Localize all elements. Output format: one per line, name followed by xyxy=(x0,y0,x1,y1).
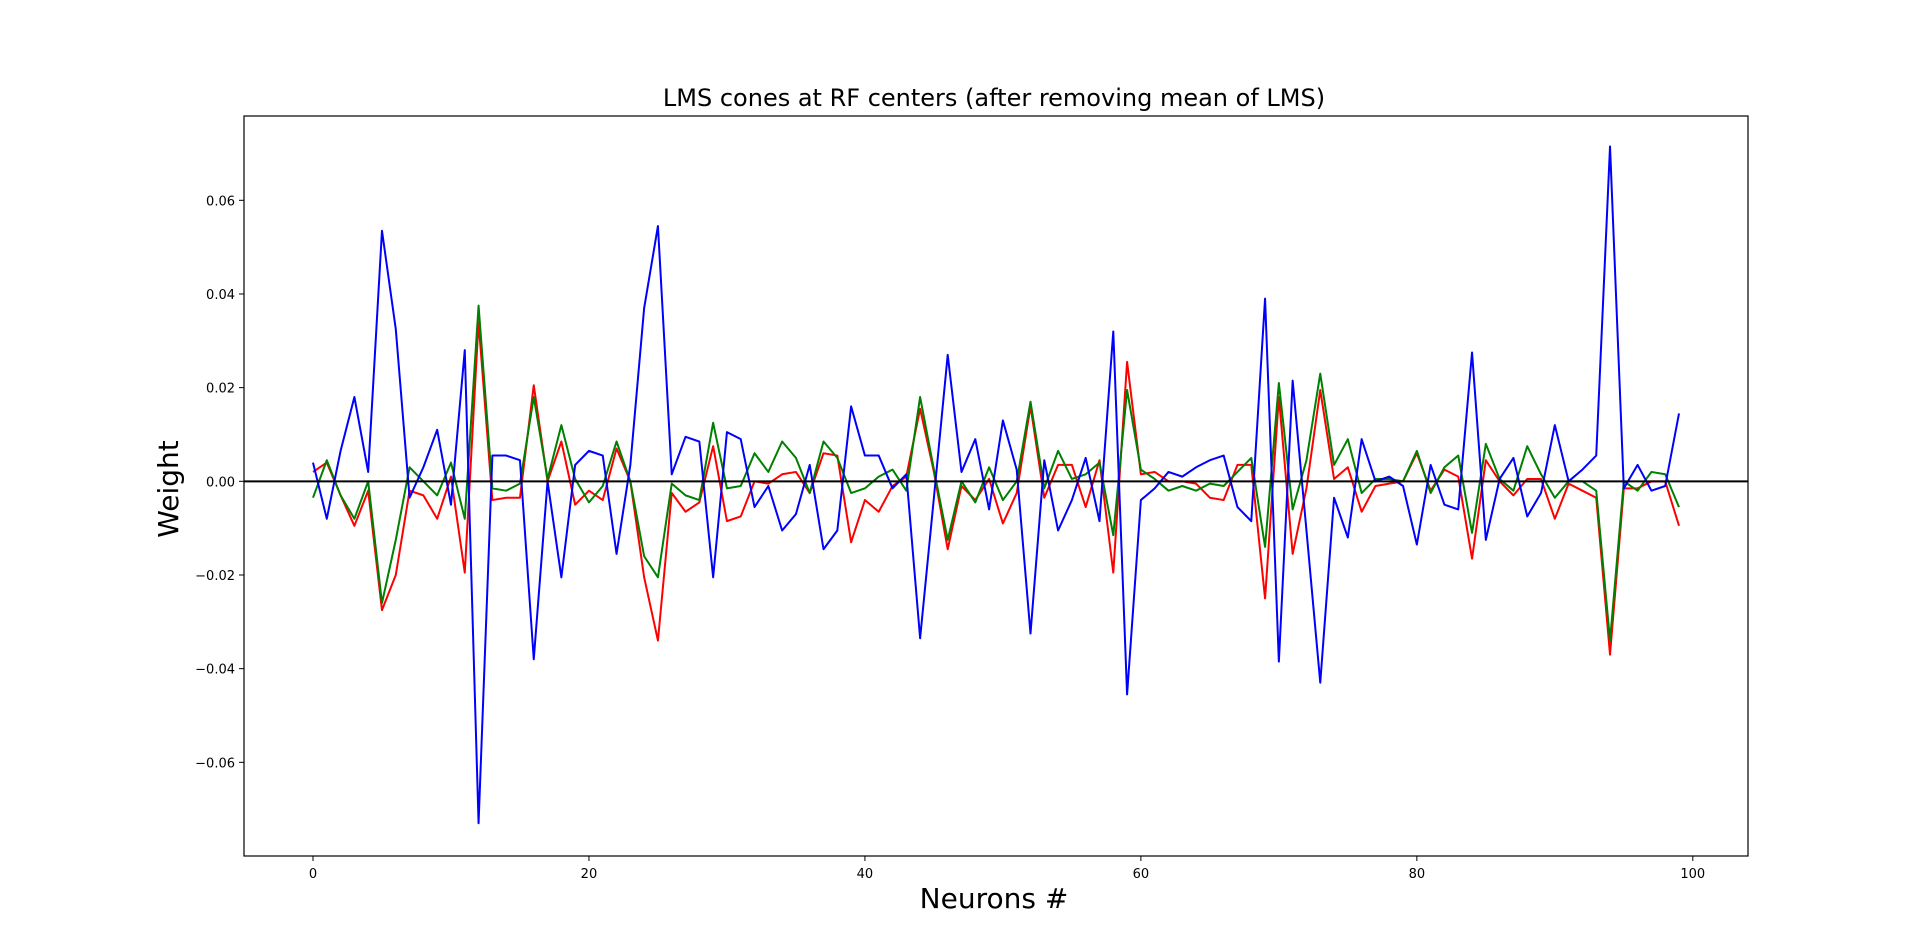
plot-area: 0 20 40 60 80 100 −0.06 −0.04 −0.02 0.00 0.02 0.04 0… xyxy=(195,115,1749,882)
y-tick-label: −0.06 xyxy=(195,756,235,771)
y-axis-label: Weight xyxy=(152,440,185,538)
x-axis-label: Neurons # xyxy=(920,882,1069,915)
y-tick-label: 0.02 xyxy=(206,382,235,397)
plot-frame xyxy=(243,115,1749,857)
x-tick-label: 40 xyxy=(857,867,874,882)
y-tick-label: −0.02 xyxy=(195,569,235,584)
y-tick-label: 0.00 xyxy=(206,475,235,490)
y-tick-label: 0.04 xyxy=(206,288,235,303)
x-tick-label: 100 xyxy=(1680,867,1705,882)
series-line-2 xyxy=(312,145,1680,825)
x-tick-label: 20 xyxy=(581,867,598,882)
y-tick-label: −0.04 xyxy=(195,663,235,678)
chart-title: LMS cones at RF centers (after removing … xyxy=(663,84,1325,112)
y-tick-label: 0.06 xyxy=(206,194,235,209)
x-tick-label: 80 xyxy=(1409,867,1426,882)
x-tick-label: 0 xyxy=(309,867,317,882)
series-line-1 xyxy=(312,304,1680,642)
x-tick-label: 60 xyxy=(1133,867,1150,882)
